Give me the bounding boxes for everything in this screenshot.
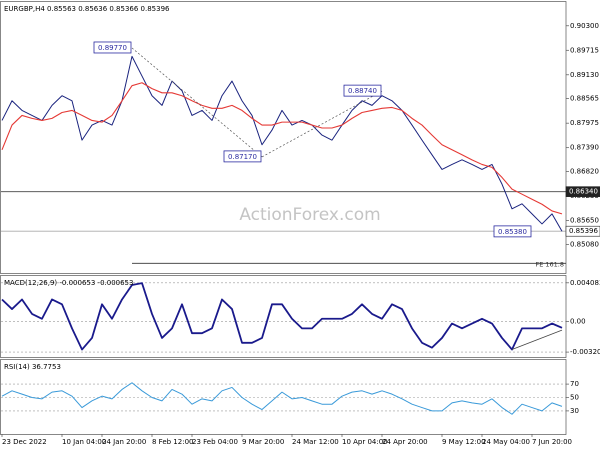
x-tick-label: 24 Apr 20:00: [382, 438, 428, 446]
annotation-label: 0.87170: [228, 153, 257, 161]
annotation-box: [343, 84, 382, 97]
series-line: [1, 382, 563, 415]
y-tick-label: 0.86820: [570, 168, 599, 176]
level-box: [565, 225, 600, 237]
y-tick-label: 0.87390: [570, 144, 599, 152]
series-line: [1, 55, 563, 232]
x-tick-label: 10 Jan 04:00: [62, 438, 106, 446]
y-tick-label: 0.90300: [570, 22, 599, 30]
panel-title: MACD(12,26,9) -0.000653 -0.000653: [4, 279, 133, 287]
series-line: [1, 82, 563, 215]
y-tick-label: 0.89130: [570, 71, 599, 79]
y-tick-label: 50: [570, 394, 579, 402]
y-tick-label: 0.85080: [570, 240, 599, 248]
panel-title: EURGBP,H4 0.85563 0.85636 0.85366 0.8539…: [4, 5, 170, 13]
x-tick-label: 23 Feb 04:00: [192, 438, 238, 446]
y-tick-label: 0.89715: [570, 46, 599, 54]
fe-label: FE 161.8: [535, 260, 564, 268]
level-label: 0.85396: [569, 227, 598, 235]
panel-frame: [0, 1, 567, 274]
annotation-box: [93, 41, 132, 54]
x-tick-label: 24 Mar 12:00: [292, 438, 339, 446]
y-tick-label: 70: [570, 380, 579, 388]
panel-frame: [0, 275, 567, 358]
x-tick-label: 7 Jun 20:00: [532, 438, 572, 446]
swing-line: [261, 90, 383, 158]
y-tick-label: 0.88565: [570, 94, 599, 102]
annotation-box: [493, 225, 532, 238]
x-tick-label: 10 Apr 04:00: [342, 438, 388, 446]
y-tick-label: 0.00: [570, 318, 586, 326]
y-tick-label: 0.87975: [570, 119, 599, 127]
y-tick-label: 0.85650: [570, 217, 599, 225]
annotation-label: 0.85380: [498, 228, 527, 236]
panel-title: RSI(14) 36.7753: [4, 363, 61, 371]
x-tick-label: 9 Mar 20:00: [242, 438, 284, 446]
x-tick-label: 24 May 04:00: [482, 438, 530, 446]
y-tick-label: -0.003209: [570, 348, 600, 356]
level-label: 0.86340: [569, 188, 598, 196]
macd-trendline: [511, 329, 563, 350]
y-tick-label: 30: [570, 407, 579, 415]
x-tick-label: 9 May 12:00: [442, 438, 486, 446]
swing-line: [131, 47, 263, 158]
panel-frame: [0, 359, 567, 435]
x-tick-label: 24 Jan 20:00: [102, 438, 146, 446]
y-tick-label: 0.004083: [570, 279, 600, 287]
annotation-label: 0.89770: [98, 44, 127, 52]
x-tick-label: 8 Feb 12:00: [152, 438, 193, 446]
level-box: [565, 186, 600, 197]
watermark: ActionForex.com: [239, 205, 380, 225]
x-tick-label: 23 Dec 2022: [2, 438, 47, 446]
series-line: [1, 282, 563, 351]
annotation-label: 0.88740: [348, 87, 377, 95]
annotation-box: [223, 150, 262, 163]
